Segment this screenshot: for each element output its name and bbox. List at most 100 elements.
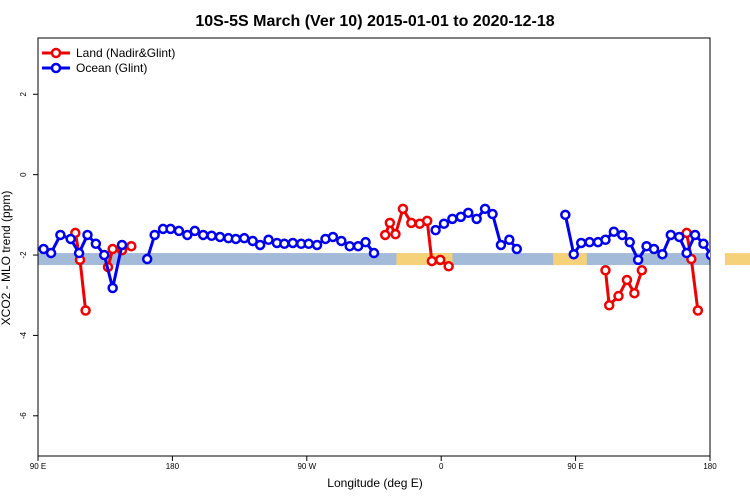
data-point [421,215,433,227]
data-point [82,229,93,241]
data-point [80,305,91,316]
y-tick-label: -4 [19,331,28,339]
data-point [600,234,611,246]
data-point [360,236,371,248]
data-point [336,235,347,247]
y-tick-label: -6 [19,412,28,420]
data-point [352,240,364,252]
chart-title: 10S-5S March (Ver 10) 2015-01-01 to 2020… [195,13,554,30]
data-point [107,243,118,255]
data-point [55,229,66,241]
data-point [443,261,454,272]
data-point [665,229,677,241]
x-axis: 90 E 180 90 W 0 90 E 180 [30,456,717,471]
data-point [487,208,498,220]
y-tick-label: -2 [19,251,28,259]
data-point [173,225,185,237]
data-point [648,243,660,255]
y-axis-label: XCO2 - MLO trend (ppm) [0,191,13,326]
data-point [724,241,732,249]
data-point [99,249,110,261]
y-axis: 2 0 -2 -4 -6 [19,91,38,419]
data-point [617,229,628,241]
data-point [303,238,314,250]
data-point [45,247,57,259]
x-tick-label: 0 [439,462,444,471]
legend-marker [50,62,62,74]
data-point [629,287,640,299]
data-point [65,233,76,245]
x-tick-label: 180 [703,462,717,471]
reference-band-highlight [553,253,587,266]
data-point [705,249,710,261]
legend-item: Land (Nadir&Glint) [42,46,175,60]
data-point [504,234,515,246]
legend-label: Ocean (Glint) [76,61,147,75]
x-axis-label: Longitude (deg E) [327,476,422,490]
data-point [722,245,730,253]
data-point [247,235,258,247]
data-point [390,228,401,240]
data-point [435,254,446,266]
data-point [197,229,209,241]
data-point [463,207,474,219]
data-point [657,248,668,260]
data-point [230,233,242,245]
data-point [692,305,704,316]
data-point [90,238,102,250]
x-tick-label: 90 E [30,462,46,471]
data-point [126,240,137,252]
data-point [600,265,611,276]
data-point [673,231,685,243]
data-point [560,209,571,221]
data-point [397,203,409,215]
data-point [575,237,587,249]
data-point [681,247,692,259]
series-ocean [38,203,732,294]
data-point [263,234,274,246]
data-point [287,237,299,249]
data-point [740,242,748,250]
data-point [447,213,458,225]
data-point [584,236,595,248]
x-tick-label: 180 [166,462,180,471]
data-point [636,265,648,276]
data-point [327,231,339,243]
data-point [511,243,523,255]
data-point [715,284,723,292]
data-point [716,264,724,272]
data-point [438,218,450,229]
data-point [624,236,635,248]
series-group [38,203,748,316]
data-point [165,223,176,235]
legend-marker [50,47,62,59]
data-point [149,229,160,241]
reference-band-highlight [724,253,750,266]
data-point [689,229,701,241]
data-point [698,238,709,250]
data-point [384,217,396,229]
data-point [455,211,467,223]
legend: Land (Nadir&Glint)Ocean (Glint) [42,46,175,75]
data-point [379,229,391,241]
data-point [603,300,615,311]
legend-item: Ocean (Glint) [42,61,147,75]
series-line [685,232,700,311]
data-point [279,238,290,250]
x-tick-label: 90 E [567,462,583,471]
data-point [368,247,380,259]
data-point [254,239,266,251]
data-point [430,224,441,236]
data-point [729,246,737,254]
plot-frame [37,37,711,457]
data-point [344,240,355,252]
data-point [239,232,250,244]
data-point [189,225,201,237]
data-point [214,231,226,243]
reference-band [38,253,710,266]
series-line [603,269,644,309]
reference-band-highlight [396,253,453,266]
legend-label: Land (Nadir&Glint) [76,46,175,60]
data-point [608,226,620,237]
